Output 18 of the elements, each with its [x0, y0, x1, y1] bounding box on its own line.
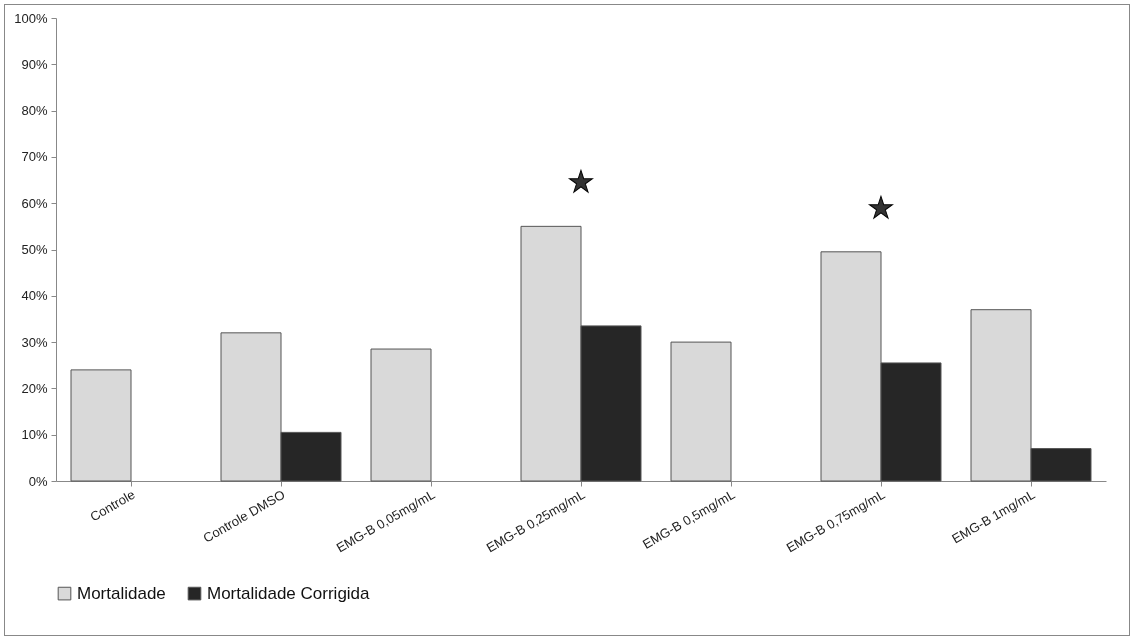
y-tick-label: 100%: [14, 10, 48, 26]
y-tick-label: 50%: [21, 242, 48, 257]
bar: [670, 341, 732, 482]
annotation: ★: [567, 164, 595, 200]
y-tick-label: 40%: [21, 288, 48, 304]
y-tick-label: 70%: [21, 149, 48, 165]
y-tick-label: 60%: [21, 195, 48, 211]
y-tick-label: 10%: [21, 427, 48, 443]
bar: [370, 348, 432, 482]
legend-label: Mortalidade Corrigida: [207, 583, 371, 603]
legend-label: Mortalidade: [77, 583, 166, 603]
y-tick-label: 20%: [21, 380, 48, 396]
annotation: ★: [867, 189, 895, 225]
bar: [70, 369, 132, 482]
y-tick-label: 0%: [28, 473, 48, 489]
y-tick-label: 90%: [21, 56, 48, 72]
y-tick-label: 30%: [21, 334, 48, 350]
y-tick-label: 80%: [21, 103, 48, 119]
